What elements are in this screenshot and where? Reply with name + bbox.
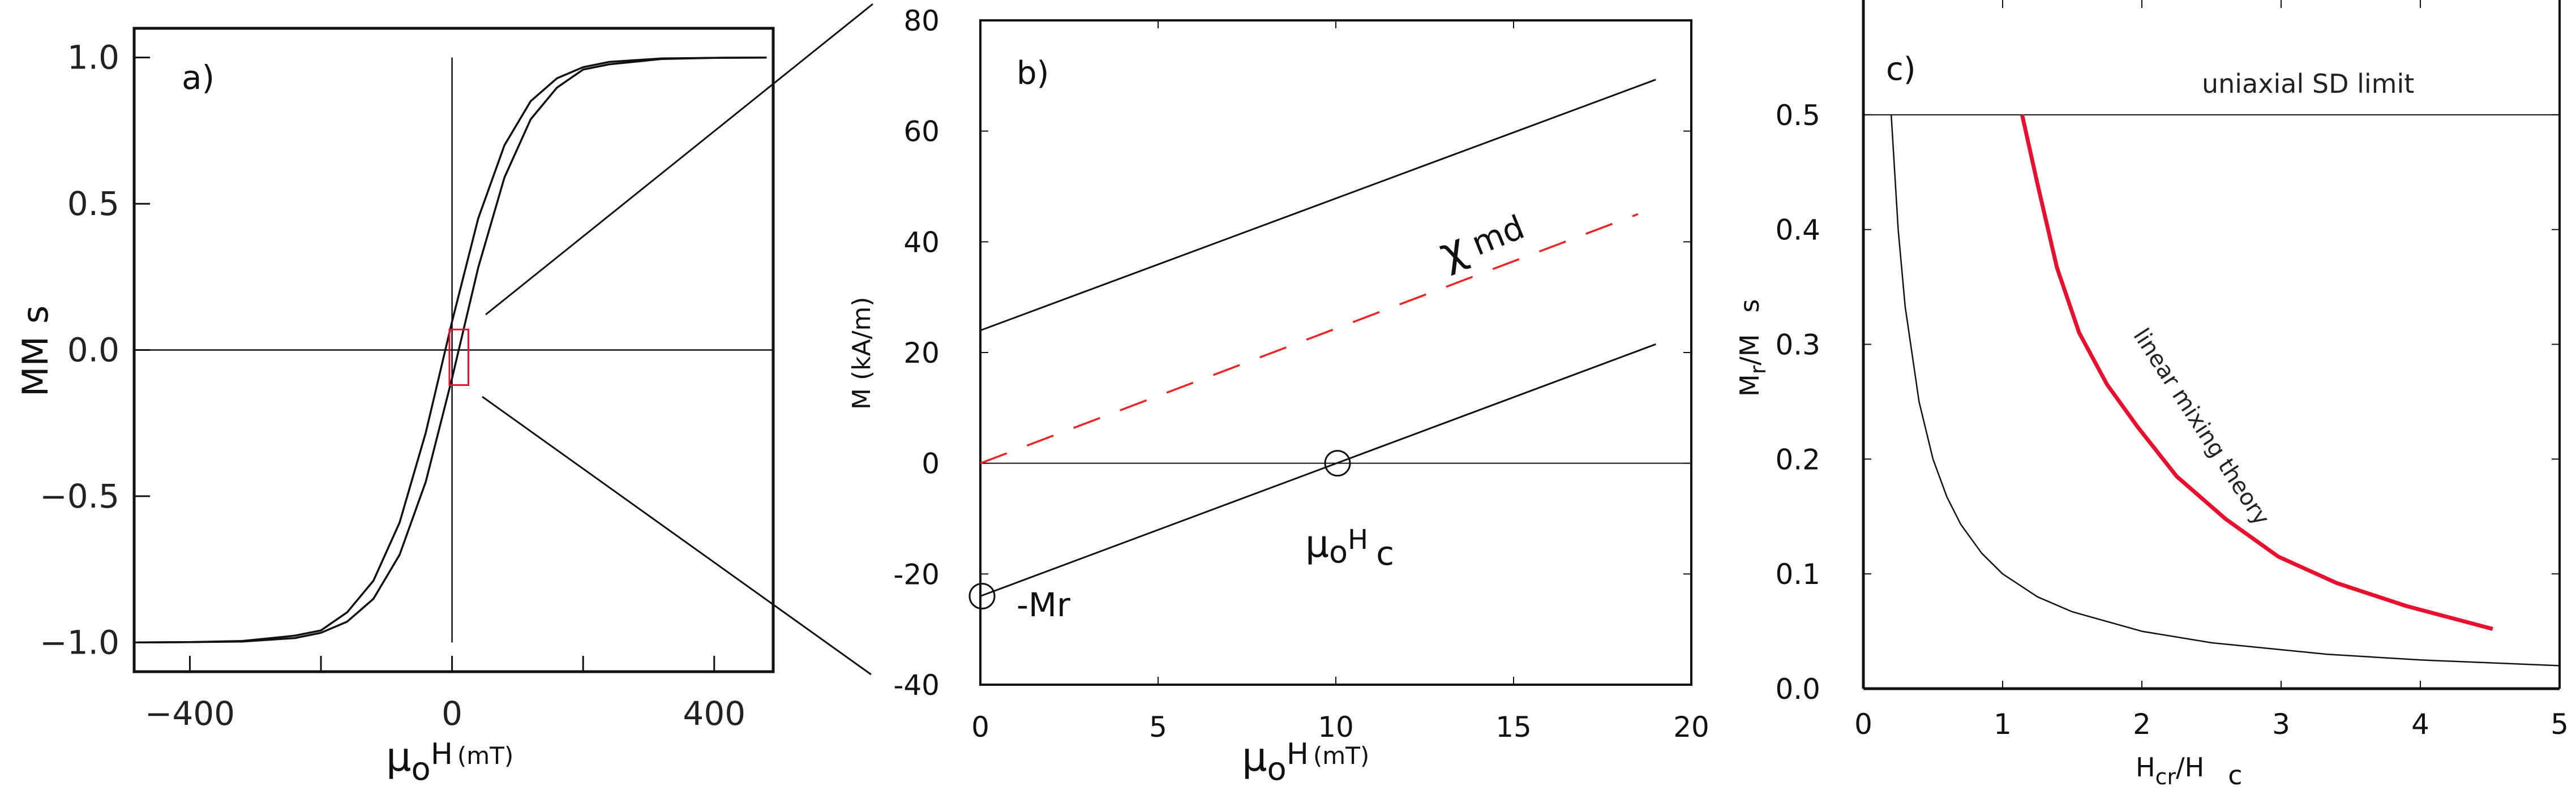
y-tick-label: -40	[893, 669, 940, 702]
panel-a-xlabel: μoH (mT)	[386, 734, 513, 788]
branch-line-0	[980, 79, 1656, 332]
x-tick-label: 2	[2133, 708, 2151, 741]
panel-b: 80 60 40 20 0 -20 -40 0 5 10 15 20	[893, 5, 1709, 744]
x-tick-label: 4	[2411, 708, 2429, 741]
y-tick-label: 0.4	[1775, 214, 1820, 247]
y-tick-label: 0.5	[1775, 99, 1820, 132]
x-tick-label: 5	[1149, 711, 1167, 744]
x-tick-label: 0	[442, 694, 462, 733]
x-tick-label: 1	[1994, 708, 2012, 741]
panel-a-ylabel: MMs	[15, 306, 56, 397]
y-tick-label: 0.2	[1775, 443, 1820, 476]
x-tick-label: 0	[1854, 708, 1872, 741]
remanence-marker	[968, 582, 996, 609]
x-tick-label: 15	[1495, 711, 1532, 744]
chi-md-dashed-line	[980, 213, 1639, 465]
mr-ms-curve	[1890, 114, 2560, 667]
panel-b-xlabel: μoH (mT)	[1242, 734, 1369, 788]
y-tick-label: 40	[903, 226, 940, 259]
zoom-connector-upper	[485, 3, 873, 316]
x-tick-label: 400	[683, 694, 745, 733]
y-tick-label: -20	[893, 558, 940, 591]
y-tick-label: 1.0	[67, 38, 119, 77]
panel-b-ylabel: M (kA/m)	[847, 297, 876, 410]
y-tick-label: 60	[903, 115, 940, 148]
coercivity-marker	[1324, 450, 1351, 477]
y-tick-label: 0.1	[1775, 558, 1820, 591]
panel-c-ylabel: Mr/Ms	[1734, 299, 1771, 397]
panel-c: 0.0 0.1 0.2 0.3 0.4 0.5 0 1 2 3 4 5	[1775, 0, 2569, 741]
sd-limit-label: uniaxial SD limit	[2202, 68, 2414, 99]
x-tick-label: 5	[2551, 708, 2569, 741]
remanence-annotation: -Mr	[1017, 586, 1070, 624]
zoom-connector-lower	[482, 396, 872, 676]
chi-md-annotation: χmd	[1433, 200, 1531, 278]
y-tick-label: 0.0	[67, 331, 119, 370]
x-tick-label: −400	[145, 694, 235, 733]
y-tick-label: 80	[903, 5, 940, 37]
plot-frame	[979, 19, 1692, 686]
linear-mixing-curve	[2020, 114, 2493, 631]
branch-line-1	[980, 343, 1656, 597]
y-tick-label: 0.3	[1775, 329, 1820, 362]
x-tick-label: 20	[1673, 711, 1709, 744]
panel-a-label: a)	[182, 58, 215, 97]
panel-a: 1.0 0.5 0.0 −0.5 −1.0 −400 0 400	[40, 3, 873, 733]
panel-c-label: c)	[1886, 51, 1916, 88]
hysteresis-branch-ascending	[137, 56, 767, 644]
coercive-field-annotation: μoH c	[1305, 522, 1394, 573]
x-tick-label: 0	[971, 711, 989, 744]
y-tick-label: 0.0	[1775, 673, 1820, 706]
y-tick-label: 0.5	[67, 184, 119, 223]
y-tick-label: 20	[903, 337, 940, 370]
panel-b-label: b)	[1017, 55, 1049, 92]
y-tick-label: −0.5	[40, 477, 119, 516]
zoom-region-box	[448, 328, 470, 386]
y-tick-label: −1.0	[40, 623, 119, 661]
x-tick-label: 10	[1318, 711, 1354, 744]
x-tick-label: 3	[2272, 708, 2290, 741]
y-tick-label: 0	[921, 448, 940, 480]
panel-c-xlabel: Hcr/H c	[2136, 752, 2243, 791]
hysteresis-branch-descending	[137, 56, 767, 644]
